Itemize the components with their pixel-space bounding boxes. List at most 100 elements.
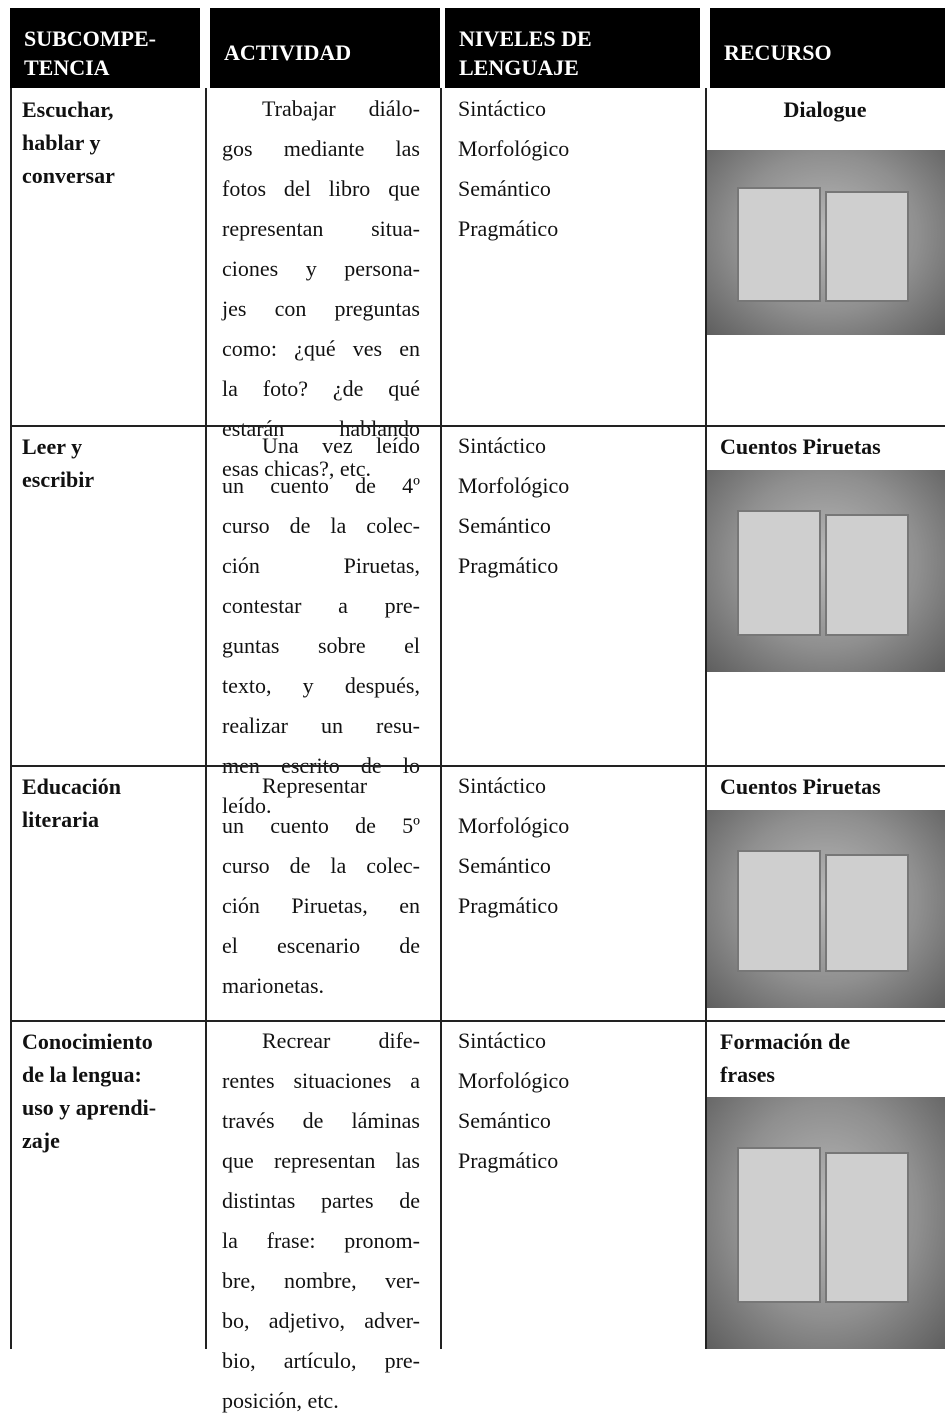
text-line: Escuchar, (22, 97, 114, 122)
actividad-cell: Recrear dife-rentes situaciones a través … (222, 1021, 420, 1421)
book (737, 187, 821, 302)
text-line: Dialogue (783, 97, 867, 122)
subcompetencia-cell: Escuchar, hablar y conversar (22, 93, 200, 192)
book (737, 510, 821, 636)
text-line: literaria (22, 807, 99, 832)
text-line: Formación de (720, 1029, 851, 1054)
text-line: Cuentos Piruetas (720, 434, 881, 459)
resource-photo (707, 810, 945, 1008)
niveles-cell: Sintáctico Morfológico Semántico Pragmático (458, 89, 698, 249)
text-line: posición, etc. (222, 1388, 339, 1413)
text-line: estarán hablando (222, 416, 420, 441)
text-line: Educación (22, 774, 122, 799)
subcompetencia-cell: Educación literaria (22, 770, 200, 836)
book (825, 190, 909, 302)
text-line: uso y aprendi- (22, 1095, 157, 1120)
subcompetencia-cell: Conocimiento de la lengua: uso y aprendi-z… (22, 1025, 200, 1157)
text-line: representan situa- (222, 216, 420, 241)
text-line: TENCIA (24, 55, 110, 80)
text-line: Morfológico (458, 1068, 570, 1093)
text-line: distintas partes de (222, 1188, 420, 1213)
text-line: NIVELES DE (459, 26, 592, 51)
column-border (705, 88, 707, 1349)
page: SUBCOMPE- TENCIA ACTIVIDAD NIVELES DE LENGUA… (10, 8, 945, 1413)
actividad-cell: Representar un cuento de 5º curso de la co… (222, 766, 420, 1006)
text-line: Cuentos Piruetas (720, 774, 881, 799)
niveles-cell: Sintáctico Morfológico Semántico Pragmático (458, 426, 698, 586)
text-line: Morfológico (458, 813, 570, 838)
text-line: Sintáctico (458, 433, 546, 458)
resource-photo (707, 470, 945, 672)
column-border (440, 88, 442, 1349)
text-line: Leer y (22, 434, 83, 459)
actividad-cell: Trabajar diálo-gos mediante las fotos del… (222, 89, 420, 489)
book (825, 1152, 909, 1303)
text-line: un cuento de 4º (222, 473, 420, 498)
recurso-cell: Formación de frases (720, 1025, 935, 1091)
text-line: guntas sobre el (222, 633, 420, 658)
actividad-cell: Una vez leído un cuento de 4º curso de la … (222, 426, 420, 826)
resource-photo (707, 1097, 945, 1349)
text-line: conversar (22, 163, 115, 188)
text-line: la frase: pronom- (222, 1228, 420, 1253)
text-line: Representar (262, 773, 368, 798)
text-line: Sintáctico (458, 1028, 546, 1053)
text-line: Trabajar diálo- (262, 96, 420, 121)
text-line: ACTIVIDAD (224, 40, 352, 65)
text-line: un cuento de 5º (222, 813, 420, 838)
text-line: como: ¿qué ves en (222, 336, 420, 361)
text-line: Pragmático (458, 216, 559, 241)
resource-photo (707, 150, 945, 335)
text-line: fotos del libro que (222, 176, 420, 201)
niveles-cell: Sintáctico Morfológico Semántico Pragmático (458, 766, 698, 926)
book (737, 1147, 821, 1303)
text-line: curso de la colec- (222, 853, 420, 878)
row-border (10, 765, 945, 767)
text-line: texto, y después, (222, 673, 420, 698)
recurso-cell: Dialogue (705, 93, 945, 126)
text-line: Una vez leído (262, 433, 420, 458)
text-line: Semántico (458, 1108, 551, 1133)
text-line: Semántico (458, 513, 551, 538)
niveles-cell: Sintáctico Morfológico Semántico Pragmático (458, 1021, 698, 1181)
book (825, 514, 909, 636)
text-line: el escenario de (222, 933, 420, 958)
text-line: SUBCOMPE- (24, 26, 156, 51)
text-line: través de láminas (222, 1108, 420, 1133)
recurso-cell: Cuentos Piruetas (720, 770, 935, 803)
book (825, 853, 909, 973)
text-line: Semántico (458, 176, 551, 201)
text-line: Semántico (458, 853, 551, 878)
text-line: contestar a pre- (222, 593, 420, 618)
text-line: ción Piruetas, en (222, 893, 420, 918)
text-line: Morfológico (458, 473, 570, 498)
text-line: Recrear dife- (262, 1028, 420, 1053)
text-line: escribir (22, 467, 95, 492)
text-line: hablar y (22, 130, 101, 155)
text-line: ciones y persona- (222, 256, 420, 281)
text-line: la foto? ¿de qué (222, 376, 420, 401)
text-line: bo, adjetivo, adver- (222, 1308, 420, 1333)
text-line: Morfológico (458, 136, 570, 161)
text-line: Pragmático (458, 1148, 559, 1173)
header-cell: ACTIVIDAD (210, 8, 440, 88)
row-border (10, 425, 945, 427)
text-line: bre, nombre, ver- (222, 1268, 420, 1293)
header-cell: RECURSO (710, 8, 945, 88)
text-line: Pragmático (458, 893, 559, 918)
text-line: ción Piruetas, (222, 553, 420, 578)
text-line: LENGUAJE (459, 55, 579, 80)
text-line: marionetas. (222, 973, 325, 998)
text-line: zaje (22, 1128, 60, 1153)
text-line: Sintáctico (458, 96, 546, 121)
text-line: de la lengua: (22, 1062, 142, 1087)
text-line: Conocimiento (22, 1029, 153, 1054)
text-line: Pragmático (458, 553, 559, 578)
text-line: jes con preguntas (222, 296, 420, 321)
text-line: frases (720, 1062, 775, 1087)
subcompetencia-cell: Leer y escribir (22, 430, 200, 496)
text-line: que representan las (222, 1148, 420, 1173)
column-border (10, 88, 12, 1349)
row-border (10, 1020, 945, 1022)
text-line: leído. (222, 793, 272, 818)
